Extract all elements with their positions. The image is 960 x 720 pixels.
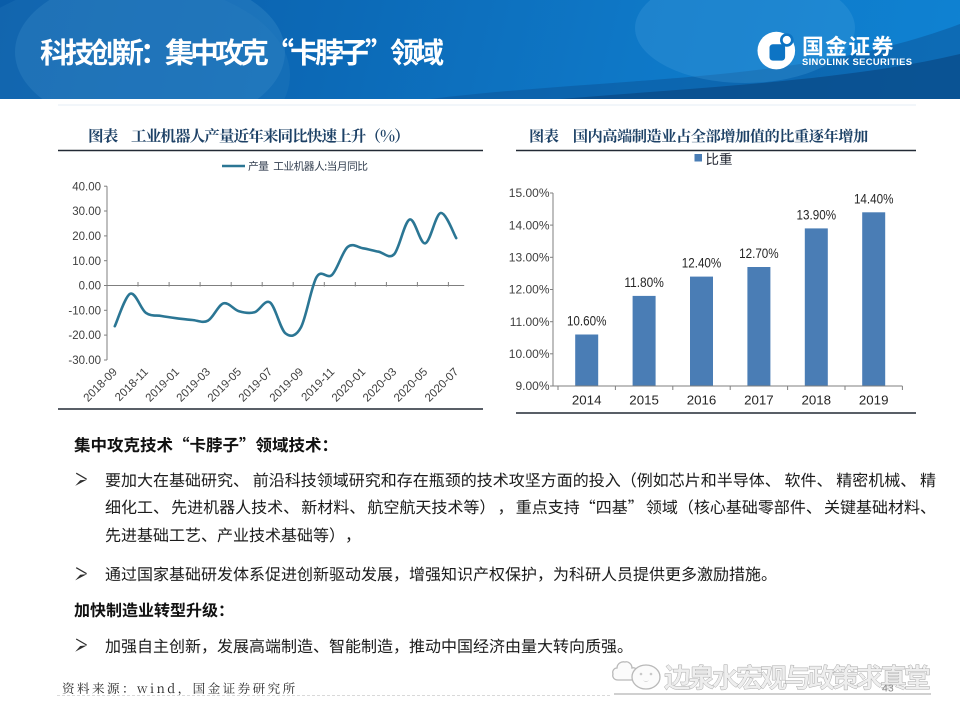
svg-text:2015: 2015: [629, 393, 659, 408]
svg-text:-30.00: -30.00: [68, 355, 101, 367]
svg-text:2020-07: 2020-07: [423, 366, 461, 404]
svg-text:0.00: 0.00: [79, 281, 101, 293]
svg-text:2016: 2016: [687, 393, 717, 408]
svg-text:10.00: 10.00: [72, 256, 101, 268]
svg-text:13.90%: 13.90%: [797, 207, 837, 223]
svg-text:12.00%: 12.00%: [509, 283, 550, 297]
svg-text:43: 43: [882, 683, 894, 695]
svg-text:2018: 2018: [802, 393, 832, 408]
svg-text:10.60%: 10.60%: [567, 314, 607, 330]
svg-text:14.00%: 14.00%: [509, 218, 550, 232]
svg-text:-20.00: -20.00: [68, 330, 101, 342]
svg-text:30.00: 30.00: [72, 206, 101, 218]
svg-text:2018-09: 2018-09: [82, 366, 120, 404]
svg-text:11.00%: 11.00%: [510, 315, 550, 329]
svg-text:15.00%: 15.00%: [509, 186, 550, 200]
svg-text:14.40%: 14.40%: [854, 191, 894, 207]
svg-text:2017: 2017: [744, 393, 774, 408]
svg-text:12.70%: 12.70%: [739, 246, 779, 262]
svg-text:40.00: 40.00: [72, 181, 101, 193]
svg-text:2019-09: 2019-09: [268, 366, 306, 404]
svg-text:2014: 2014: [572, 393, 602, 408]
svg-text:-10.00: -10.00: [68, 305, 101, 317]
svg-text:20.00: 20.00: [72, 231, 101, 243]
svg-text:12.40%: 12.40%: [682, 256, 722, 272]
svg-text:2019: 2019: [859, 393, 889, 408]
svg-text:13.00%: 13.00%: [509, 251, 550, 265]
svg-text:10.00%: 10.00%: [509, 347, 550, 361]
svg-text:SINOLINK SECURITIES: SINOLINK SECURITIES: [802, 56, 912, 67]
svg-text:9.00%: 9.00%: [515, 379, 549, 393]
svg-text:11.80%: 11.80%: [624, 275, 664, 291]
